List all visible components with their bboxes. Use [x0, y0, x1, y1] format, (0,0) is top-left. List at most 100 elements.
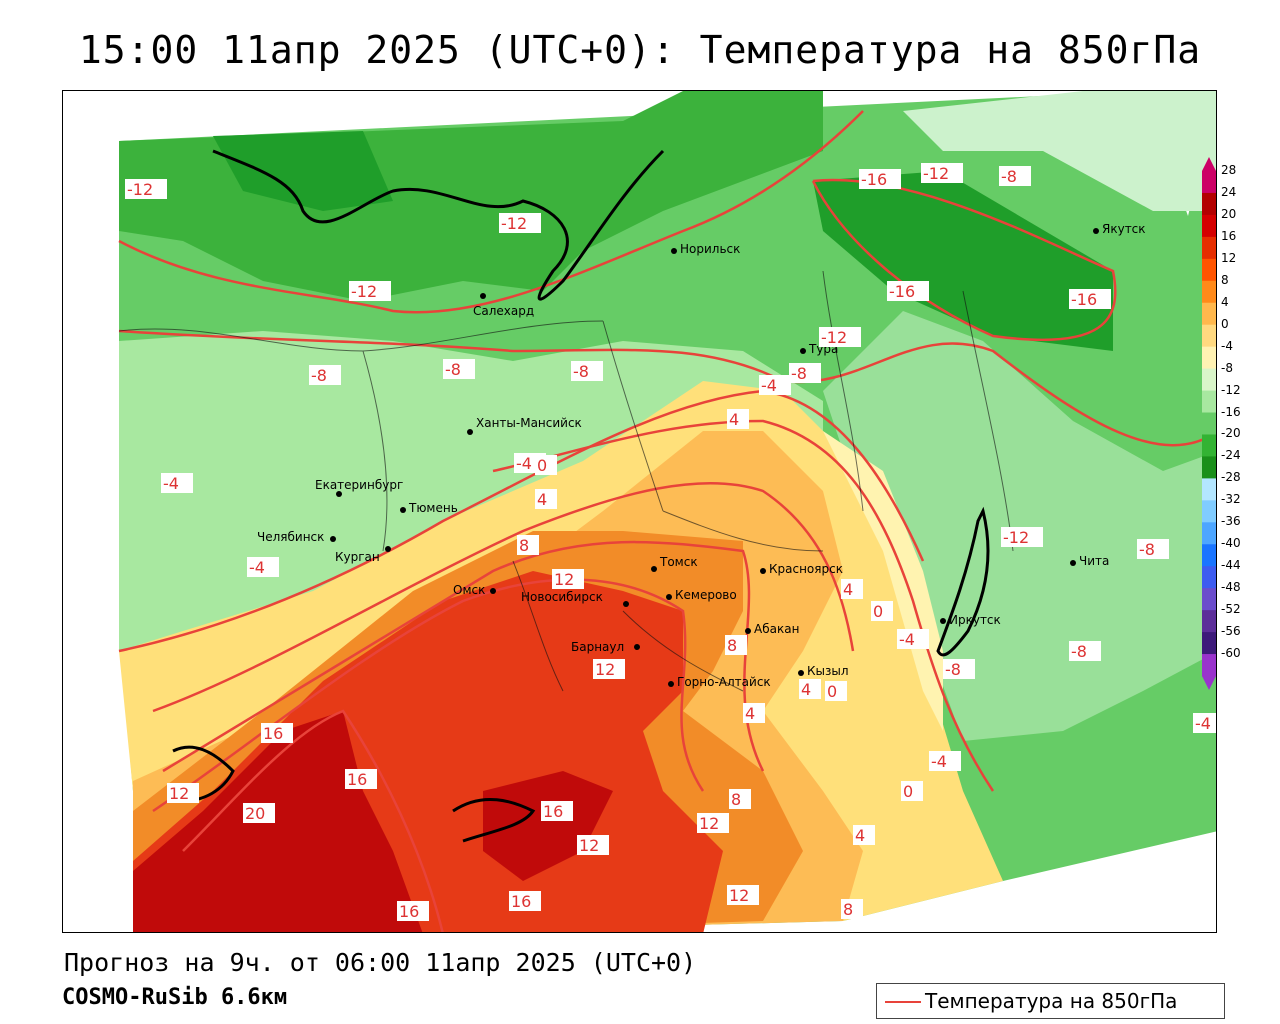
- chart-title: 15:00 11апр 2025 (UTC+0): Температура на…: [78, 28, 1202, 72]
- isotherm-label: 12: [167, 783, 199, 803]
- scale-tick-label: -44: [1221, 558, 1241, 573]
- isotherm-label: 0: [535, 455, 557, 475]
- scale-swatch: [1202, 654, 1216, 677]
- coastlines: [172, 149, 990, 843]
- svg-text:-4: -4: [1195, 714, 1211, 733]
- isotherm-label: 4: [743, 703, 765, 723]
- isotherm-label: 8: [517, 535, 539, 555]
- svg-text:4: 4: [843, 580, 853, 599]
- isotherm-16: [182, 709, 444, 932]
- svg-text:Омск: Омск: [453, 583, 485, 597]
- color-scale: [1199, 157, 1219, 690]
- scale-swatch: [1202, 610, 1216, 633]
- svg-text:Курган: Курган: [335, 550, 380, 564]
- svg-text:12: 12: [554, 570, 574, 589]
- isotherm-label: 0: [871, 601, 893, 621]
- lake-balkhash: [452, 797, 536, 843]
- scale-tick-label: 4: [1221, 294, 1229, 309]
- isotherm-label: 4: [535, 489, 557, 509]
- svg-text:0: 0: [827, 682, 837, 701]
- svg-text:-8: -8: [445, 360, 461, 379]
- svg-text:Красноярск: Красноярск: [769, 562, 843, 576]
- scale-tick-label: -12: [1221, 382, 1241, 397]
- svg-text:16: 16: [399, 902, 419, 921]
- city-abakan: Абакан: [745, 622, 799, 636]
- svg-text:8: 8: [519, 536, 529, 555]
- isotherm-label: -12: [819, 327, 861, 347]
- svg-text:-12: -12: [821, 328, 847, 347]
- svg-text:Чита: Чита: [1079, 554, 1109, 568]
- city-gorno-altaysk: Горно-Алтайск: [668, 675, 771, 689]
- scale-swatch: [1202, 522, 1216, 545]
- scale-tick-label: 8: [1221, 272, 1229, 287]
- scale-tick-label: -36: [1221, 514, 1241, 529]
- svg-text:0: 0: [873, 602, 883, 621]
- map-canvas: Якутск Норильск Салехард Тура Ханты-Манс…: [118, 91, 1216, 932]
- isotherm-label: 16: [541, 801, 573, 821]
- cold-pocket-yakutia: [813, 171, 1113, 351]
- svg-text:Норильск: Норильск: [680, 242, 740, 256]
- scale-swatch: [1202, 302, 1216, 326]
- legend-line-swatch: [885, 1001, 921, 1003]
- svg-text:-4: -4: [516, 454, 532, 473]
- isotherm-label: -8: [571, 361, 603, 381]
- isotherm-label: 0: [901, 781, 923, 801]
- svg-text:8: 8: [727, 636, 737, 655]
- scale-tick-label: -32: [1221, 492, 1241, 507]
- scale-swatch: [1202, 324, 1216, 348]
- city-novosibirsk: Новосибирск: [521, 590, 629, 607]
- city-norilsk: Норильск: [671, 242, 740, 256]
- svg-text:Тюмень: Тюмень: [408, 501, 458, 515]
- isotherm-label: -8: [1137, 539, 1169, 559]
- scale-swatch: [1202, 236, 1216, 260]
- isotherm-label: -4: [161, 473, 193, 493]
- temperature-fill: [119, 91, 1216, 932]
- svg-text:Горно-Алтайск: Горно-Алтайск: [677, 675, 771, 689]
- isotherm-label: 8: [841, 899, 863, 919]
- scale-tick-label: -24: [1221, 448, 1241, 463]
- cities: Якутск Норильск Салехард Тура Ханты-Манс…: [257, 222, 1146, 689]
- isotherm-label: 16: [261, 723, 293, 743]
- pale-yellow-edge: [823, 431, 943, 731]
- scale-tick-label: 28: [1221, 163, 1237, 177]
- isotherm-label: 4: [727, 409, 749, 429]
- svg-text:-12: -12: [127, 180, 153, 199]
- svg-text:Салехард: Салехард: [473, 304, 534, 318]
- scale-swatch: [1202, 192, 1216, 216]
- isotherm-0: [492, 419, 995, 792]
- scale-arrow-bottom: [1202, 676, 1216, 690]
- svg-text:-16: -16: [1071, 290, 1097, 309]
- svg-text:-12: -12: [923, 164, 949, 183]
- temperature-map[interactable]: Якутск Норильск Салехард Тура Ханты-Манс…: [62, 90, 1217, 933]
- svg-text:8: 8: [731, 790, 741, 809]
- city-omsk: Омск: [453, 583, 496, 597]
- isotherm-label: -12: [499, 213, 541, 233]
- svg-text:-4: -4: [931, 752, 947, 771]
- isotherm-label: -8: [943, 659, 975, 679]
- scale-arrow-top: [1202, 157, 1216, 171]
- scale-swatch: [1202, 258, 1216, 282]
- isotherm-label: -12: [1001, 527, 1043, 547]
- svg-text:12: 12: [729, 886, 749, 905]
- svg-text:4: 4: [801, 680, 811, 699]
- color-scale-bar: [1202, 157, 1216, 690]
- city-kemerovo: Кемерово: [666, 588, 737, 602]
- svg-text:-8: -8: [311, 366, 327, 385]
- city-ekaterinburg: Екатеринбург: [315, 478, 403, 497]
- yamal-coast: [212, 149, 665, 301]
- svg-text:Абакан: Абакан: [754, 622, 799, 636]
- svg-text:Челябинск: Челябинск: [257, 530, 324, 544]
- svg-text:Якутск: Якутск: [1102, 222, 1146, 236]
- svg-text:Барнаул: Барнаул: [571, 640, 624, 654]
- isotherm-label: -4: [247, 557, 279, 577]
- svg-text:Екатеринбург: Екатеринбург: [315, 478, 403, 492]
- isotherm-label: -8: [789, 363, 821, 383]
- scale-swatch: [1202, 544, 1216, 567]
- city-yakutsk: Якутск: [1093, 222, 1146, 236]
- scale-swatch: [1202, 434, 1216, 457]
- scale-tick-label: -8: [1221, 360, 1233, 375]
- svg-text:Кемерово: Кемерово: [675, 588, 737, 602]
- isotherm-label: 12: [577, 835, 609, 855]
- svg-text:-16: -16: [889, 282, 915, 301]
- svg-text:4: 4: [855, 826, 865, 845]
